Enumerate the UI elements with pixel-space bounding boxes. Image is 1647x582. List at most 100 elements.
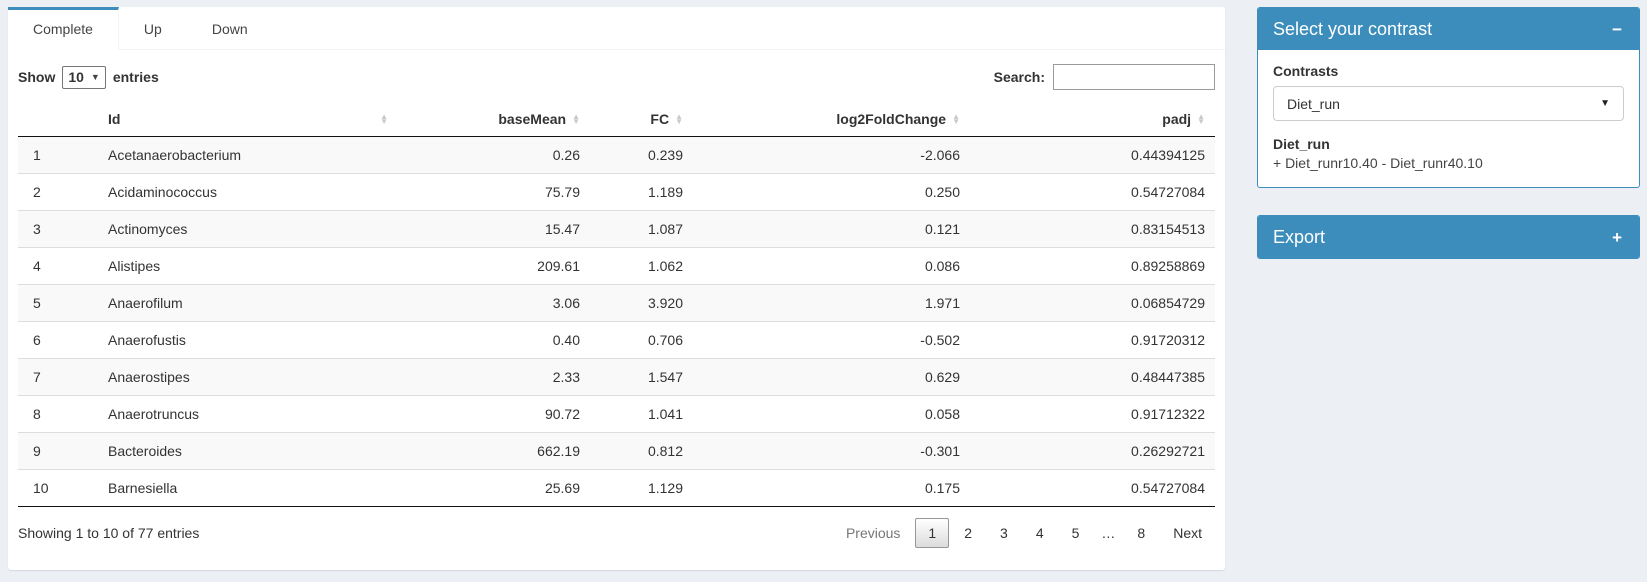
cell-log2foldchange: 0.250: [693, 173, 970, 211]
table-row: 8 Anaerotruncus 90.72 1.041 0.058 0.91712322: [18, 395, 1215, 433]
tab-content: Show 10 ▼ entries Search: Id ▲ ▼ baseMean ▲ ▼…: [8, 50, 1225, 562]
cell-log2foldchange: 0.629: [693, 358, 970, 396]
contrast-formula: + Diet_runr10.40 - Diet_runr40.10: [1273, 155, 1483, 171]
table-row: 10 Barnesiella 25.69 1.129 0.175 0.54727084: [18, 469, 1215, 507]
table-row: 9 Bacteroides 662.19 0.812 -0.301 0.26292721: [18, 432, 1215, 470]
results-panel: Complete Up Down Show 10 ▼ entries Search:: [8, 7, 1225, 570]
table-row: 2 Acidaminococcus 75.79 1.189 0.250 0.5472708…: [18, 173, 1215, 211]
page-button-3[interactable]: 3: [1000, 525, 1008, 541]
contrast-box: Select your contrast − Contrasts Diet_ru…: [1257, 7, 1640, 188]
column-header-fc[interactable]: FC ▲ ▼: [590, 102, 693, 137]
column-header-basemean[interactable]: baseMean ▲ ▼: [398, 102, 590, 137]
cell-row-number: 1: [33, 147, 41, 163]
page-button-8[interactable]: 8: [1137, 525, 1146, 541]
cell-row-number: 2: [18, 173, 98, 211]
caret-down-icon: ▼: [1600, 98, 1610, 109]
table-header-row: Id ▲ ▼ baseMean ▲ ▼ FC ▲ ▼ log2FoldChange ▲ ▼ padj ▲ ▼: [18, 102, 1215, 137]
tab-down[interactable]: Down: [211, 21, 248, 37]
cell-fc: 1.547: [590, 358, 693, 396]
cell-padj: 0.89258869: [970, 247, 1215, 285]
cell-log2foldchange: 0.058: [693, 395, 970, 433]
contrast-box-body: Contrasts Diet_run ▼ Diet_run + Diet_run…: [1258, 50, 1639, 187]
export-box-title: Export: [1273, 226, 1326, 247]
cell-fc: 0.812: [590, 432, 693, 470]
datatable-controls: Show 10 ▼ entries Search:: [18, 60, 1215, 102]
cell-id: Anaerotruncus: [98, 395, 398, 433]
cell-padj: 0.54727084: [970, 469, 1215, 507]
cell-fc: 1.062: [590, 247, 693, 285]
table-row: 6 Anaerofustis 0.40 0.706 -0.502 0.91720312: [18, 321, 1215, 359]
table-row: 3 Actinomyces 15.47 1.087 0.121 0.83154513: [18, 210, 1215, 248]
cell-basemean: 2.33: [398, 358, 590, 396]
page-button-2[interactable]: 2: [964, 525, 973, 541]
cell-row-number: 4: [18, 247, 98, 285]
cell-basemean: 0.40: [398, 321, 590, 359]
cell-log2foldchange: -0.502: [693, 321, 970, 359]
contrast-name: Diet_run: [1273, 136, 1330, 152]
cell-padj: 0.06854729: [970, 284, 1215, 322]
cell-id: Anaerostipes: [98, 358, 398, 396]
column-header-row-number: [18, 102, 98, 137]
cell-basemean: 209.61: [398, 247, 590, 285]
search-label: Search:: [993, 69, 1045, 85]
cell-basemean: 3.06: [398, 284, 590, 322]
cell-id: Acetanaerobacterium: [108, 147, 242, 163]
cell-id: Bacteroides: [98, 432, 398, 470]
expand-plus-icon[interactable]: +: [1612, 227, 1622, 247]
column-header-id[interactable]: Id ▲ ▼: [98, 102, 398, 137]
tab-up[interactable]: Up: [143, 21, 162, 37]
table-body: 1 Acetanaerobacterium 0.26 0.239 -2.066 0.443…: [18, 136, 1215, 507]
table-row: 7 Anaerostipes 2.33 1.547 0.629 0.48447385: [18, 358, 1215, 396]
page-length-control: Show 10 ▼ entries: [18, 65, 159, 89]
page-button-5[interactable]: 5: [1071, 525, 1080, 541]
tab-complete[interactable]: Complete: [8, 7, 119, 50]
cell-fc: 1.129: [590, 469, 693, 507]
export-box-header: Export +: [1258, 216, 1639, 258]
cell-padj: 0.91712322: [970, 395, 1215, 433]
search-input[interactable]: [1053, 64, 1215, 90]
collapse-minus-icon[interactable]: −: [1612, 19, 1622, 39]
cell-fc: 1.041: [590, 395, 693, 433]
cell-row-number: 5: [18, 284, 98, 322]
contrast-select-value: Diet_run: [1287, 95, 1340, 112]
contrast-box-header: Select your contrast −: [1258, 8, 1639, 50]
entries-label: entries: [112, 69, 159, 85]
cell-id: Anaerofilum: [98, 284, 398, 322]
column-label: Id: [108, 111, 121, 127]
column-label: log2FoldChange: [836, 111, 947, 127]
page-button-1[interactable]: 1: [915, 518, 950, 548]
pagination: Previous 1 2 3 4 5 … 8 Next: [831, 518, 1215, 548]
column-header-log2foldchange[interactable]: log2FoldChange ▲ ▼: [693, 102, 970, 137]
sort-icon: ▲ ▼: [380, 112, 388, 126]
cell-padj: 0.26292721: [970, 432, 1215, 470]
cell-row-number: 3: [18, 210, 98, 248]
sort-icon: ▲ ▼: [952, 112, 960, 126]
cell-id: Actinomyces: [98, 210, 398, 248]
table-row: 4 Alistipes 209.61 1.062 0.086 0.89258869: [18, 247, 1215, 285]
page-button-4[interactable]: 4: [1035, 525, 1044, 541]
contrast-select[interactable]: Diet_run ▼: [1273, 86, 1624, 121]
cell-fc: 0.239: [647, 147, 683, 163]
cell-id: Barnesiella: [98, 469, 398, 507]
tab-bar: Complete Up Down: [8, 7, 1225, 50]
cell-log2foldchange: -0.301: [693, 432, 970, 470]
cell-id: Anaerofustis: [98, 321, 398, 359]
cell-padj: 0.44394125: [1131, 147, 1205, 163]
page-button-next[interactable]: Next: [1173, 525, 1202, 541]
column-label: FC: [650, 111, 670, 127]
column-header-padj[interactable]: padj ▲ ▼: [970, 102, 1215, 137]
cell-basemean: 0.26: [552, 147, 580, 163]
cell-row-number: 7: [18, 358, 98, 396]
cell-fc: 0.706: [590, 321, 693, 359]
page-length-select[interactable]: 10 ▼: [62, 65, 106, 89]
table-row: 5 Anaerofilum 3.06 3.920 1.971 0.06854729: [18, 284, 1215, 322]
cell-fc: 3.920: [590, 284, 693, 322]
cell-row-number: 10: [18, 469, 98, 507]
search-control: Search:: [994, 64, 1215, 90]
cell-padj: 0.83154513: [970, 210, 1215, 248]
show-label: Show: [18, 69, 56, 85]
cell-log2foldchange: 0.086: [693, 247, 970, 285]
page-button-…: …: [1101, 525, 1116, 541]
column-label: padj: [1162, 111, 1192, 127]
page-button-previous[interactable]: Previous: [845, 525, 901, 541]
